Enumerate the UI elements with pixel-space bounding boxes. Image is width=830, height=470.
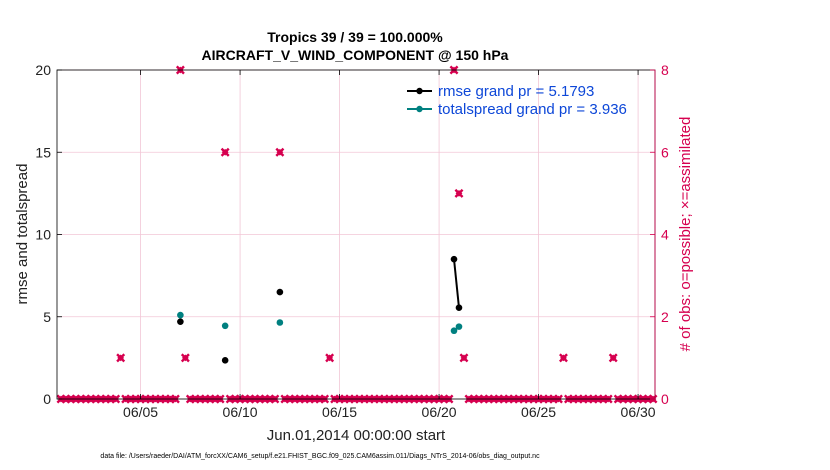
- legend: rmse grand pr = 5.1793 totalspread grand…: [407, 83, 627, 118]
- legend-rmse-marker: [416, 87, 423, 95]
- y-right-tick-label: 0: [661, 391, 669, 407]
- y-left-tick-label: 15: [35, 144, 51, 160]
- totalspread-point: [450, 327, 458, 335]
- y-right-tick-label: 6: [661, 144, 669, 160]
- y-axis-left-label: rmse and totalspread: [14, 164, 31, 305]
- rmse-point: [276, 288, 284, 296]
- obs-count-marker: [454, 188, 464, 198]
- obs-count-diamond: [460, 354, 468, 362]
- y-right-tick-label: 4: [661, 227, 669, 243]
- totalspread-point: [455, 323, 463, 330]
- totalspread-point: [221, 322, 229, 330]
- y-left-tick-label: 0: [43, 391, 51, 407]
- chart-title-line1: Tropics 39 / 39 = 100.000%: [267, 29, 443, 45]
- totalspread-point: [276, 319, 284, 326]
- rmse-point: [177, 318, 184, 325]
- legend-spread-marker: [416, 105, 423, 113]
- y-left-tick-label: 5: [43, 309, 51, 325]
- axes: 06/05 06/10 06/15 06/20 06/25 06/30 0 5 10 15 20 0 2…: [35, 62, 669, 420]
- obs-count-marker: [559, 353, 568, 363]
- chart-title-line2: AIRCRAFT_V_WIND_COMPONENT @ 150 hPa: [202, 47, 509, 63]
- rmse-point: [221, 357, 229, 364]
- obs-count-diamond: [560, 354, 567, 362]
- rmse-line: [453, 259, 460, 308]
- x-tick-label: 06/25: [521, 404, 556, 420]
- obs-count-diamond: [326, 354, 334, 362]
- obs-count-marker: [459, 353, 469, 363]
- x-tick-label: 06/05: [123, 404, 158, 420]
- legend-rmse-label: rmse grand pr = 5.1793: [438, 83, 594, 100]
- obs-count-diamond: [181, 354, 189, 362]
- obs-count-diamond: [221, 148, 229, 156]
- x-tick-label: 06/15: [322, 404, 357, 420]
- y-right-tick-label: 2: [661, 309, 669, 325]
- y-left-tick-label: 10: [35, 227, 51, 243]
- y-left-tick-label: 20: [35, 62, 51, 78]
- obs-count-diamond: [117, 354, 125, 362]
- x-axis-label: Jun.01,2014 00:00:00 start: [267, 427, 446, 444]
- y-axis-right-label: # of obs: o=possible; ×=assimilated: [677, 117, 694, 352]
- obs-count-marker: [608, 353, 618, 363]
- data-file-footnote: data file: /Users/raeder/DAI/ATM_forcXX/…: [100, 453, 540, 460]
- obs-count-diamond: [609, 354, 617, 362]
- obs-count-diamond: [276, 148, 284, 156]
- obs-count-marker: [275, 147, 285, 157]
- rmse-point: [455, 304, 463, 312]
- grid-lines: [57, 69, 655, 400]
- legend-spread-label: totalspread grand pr = 3.936: [438, 101, 627, 118]
- obs-count-marker: [180, 353, 190, 363]
- obs-count-marker: [220, 147, 230, 157]
- x-tick-label: 06/30: [621, 404, 656, 420]
- x-tick-label: 06/10: [223, 404, 258, 420]
- totalspread-point: [177, 311, 184, 319]
- obs-count-marker: [325, 353, 335, 363]
- obs-count-diamond: [455, 189, 463, 197]
- obs-count-marker: [116, 353, 126, 363]
- x-tick-label: 06/20: [422, 404, 457, 420]
- rmse-point: [450, 255, 458, 263]
- y-right-tick-label: 8: [661, 62, 669, 78]
